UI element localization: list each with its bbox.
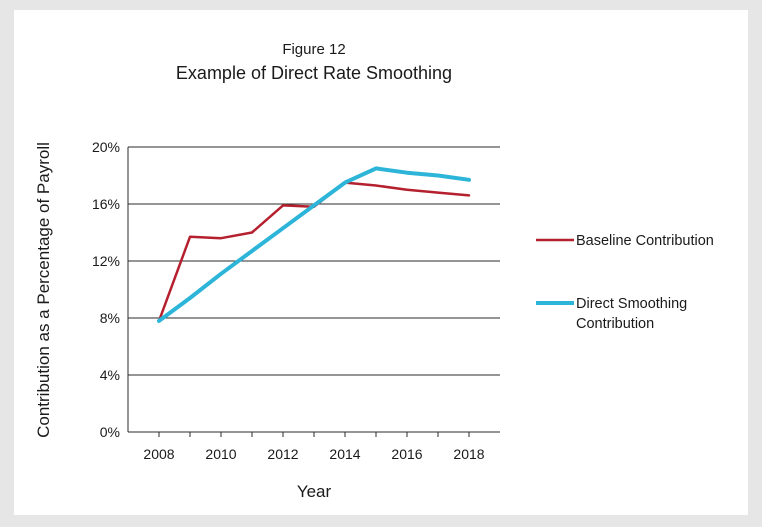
x-tick-label: 2008 <box>143 446 174 462</box>
legend: Baseline Contribution Direct Smoothing Con… <box>536 233 714 332</box>
figure-label: Figure 12 <box>282 41 345 58</box>
axis-ticks: 0% 4% 8% 12% 16% 20% 2008 2010 2012 2014 2016 2018 <box>92 139 485 462</box>
y-tick-label: 20% <box>92 139 120 155</box>
legend-label: Direct Smoothing Contribution <box>576 296 687 332</box>
y-tick-label: 16% <box>92 196 120 212</box>
y-tick-label: 8% <box>100 310 120 326</box>
x-tick-label: 2018 <box>453 446 484 462</box>
legend-label: Baseline Contribution <box>576 233 714 249</box>
x-tick-label: 2014 <box>329 446 360 462</box>
x-tick-label: 2012 <box>267 446 298 462</box>
x-tick-label: 2016 <box>391 446 422 462</box>
x-axis-label: Year <box>297 482 332 501</box>
y-axis-label: Contribution as a Percentage of Payroll <box>34 142 53 438</box>
x-tick-label: 2010 <box>205 446 236 462</box>
y-tick-label: 12% <box>92 253 120 269</box>
chart-title: Example of Direct Rate Smoothing <box>176 63 452 83</box>
y-tick-label: 4% <box>100 367 120 383</box>
series-lines <box>159 168 469 321</box>
grid-lines <box>128 147 500 432</box>
y-tick-label: 0% <box>100 424 120 440</box>
